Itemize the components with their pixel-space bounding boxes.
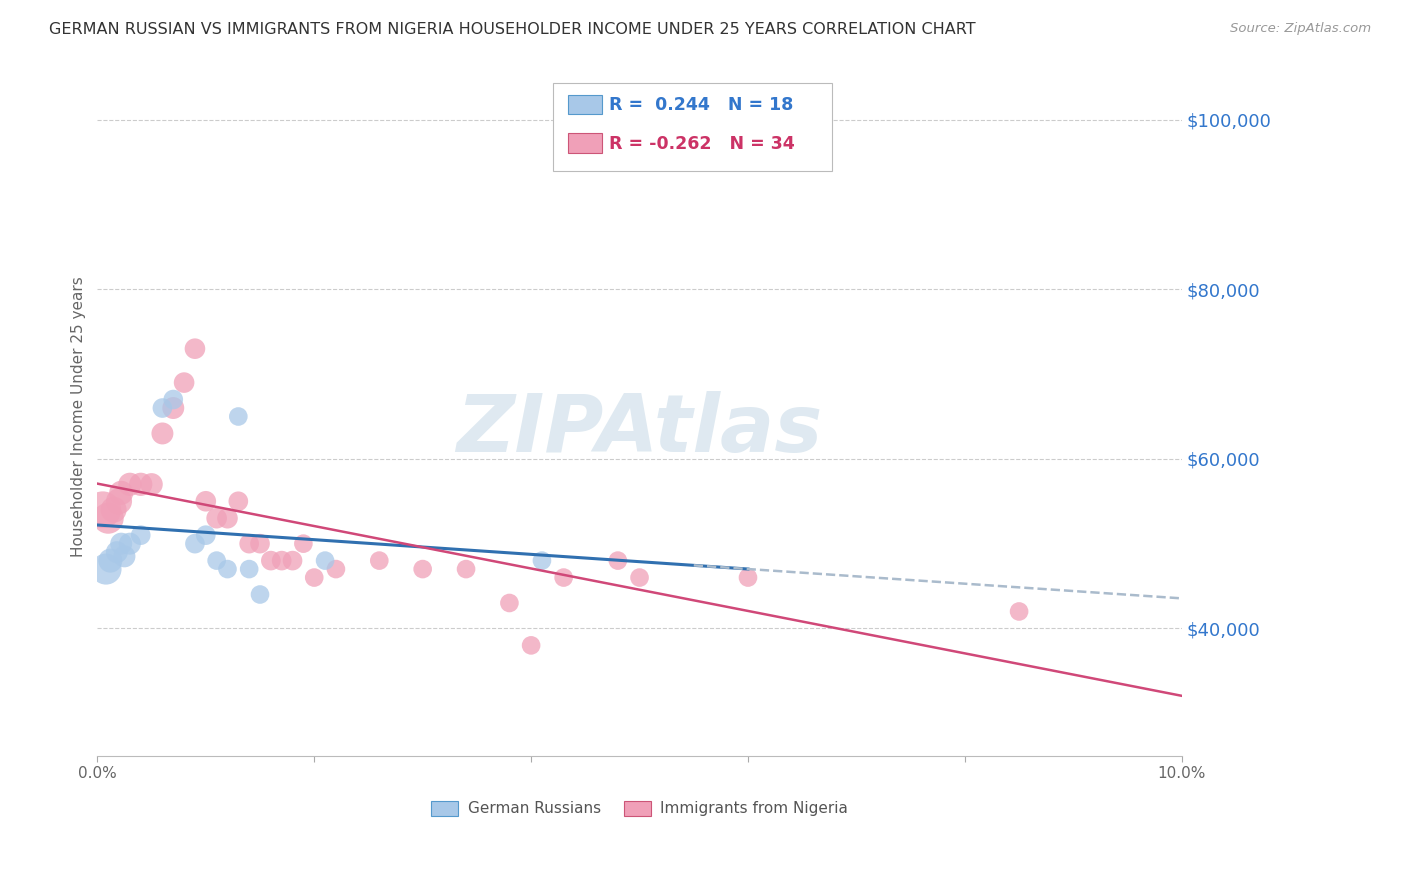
Point [606, 553, 628, 567]
Point [292, 536, 315, 550]
Point [238, 562, 260, 576]
Legend: German Russians, Immigrants from Nigeria: German Russians, Immigrants from Nigeria [425, 795, 855, 822]
Point [118, 477, 141, 491]
Point [103, 502, 125, 516]
Point [162, 401, 184, 415]
Point [498, 596, 520, 610]
Point [553, 570, 575, 584]
Point [302, 570, 325, 584]
Text: GERMAN RUSSIAN VS IMMIGRANTS FROM NIGERIA HOUSEHOLDER INCOME UNDER 25 YEARS CORR: GERMAN RUSSIAN VS IMMIGRANTS FROM NIGERI… [49, 22, 976, 37]
Point [114, 549, 136, 564]
Point [162, 392, 184, 407]
Point [108, 494, 131, 508]
Point [129, 477, 152, 491]
Point [152, 401, 174, 415]
Point [260, 553, 283, 567]
Point [281, 553, 304, 567]
Point [184, 342, 207, 356]
Point [325, 562, 347, 576]
Text: Source: ZipAtlas.com: Source: ZipAtlas.com [1230, 22, 1371, 36]
Point [91, 502, 114, 516]
Point [110, 536, 132, 550]
Point [454, 562, 477, 576]
Point [105, 545, 128, 559]
Point [205, 553, 228, 567]
Point [628, 570, 651, 584]
Point [217, 511, 239, 525]
Text: R = -0.262   N = 34: R = -0.262 N = 34 [609, 135, 794, 153]
Point [194, 528, 217, 542]
Point [173, 376, 195, 390]
Point [530, 553, 553, 567]
Point [141, 477, 163, 491]
Point [110, 485, 132, 500]
Point [238, 536, 260, 550]
Point [1008, 604, 1031, 618]
Point [412, 562, 434, 576]
Point [194, 494, 217, 508]
Point [97, 511, 120, 525]
Point [152, 426, 174, 441]
Point [184, 536, 207, 550]
Point [98, 553, 121, 567]
Point [314, 553, 336, 567]
Point [520, 639, 543, 653]
Y-axis label: Householder Income Under 25 years: Householder Income Under 25 years [72, 277, 86, 557]
Point [118, 536, 141, 550]
Text: ZIPAtlas: ZIPAtlas [457, 391, 823, 469]
Point [228, 409, 250, 424]
Point [217, 562, 239, 576]
Point [249, 536, 271, 550]
Point [270, 553, 292, 567]
Text: R =  0.244   N = 18: R = 0.244 N = 18 [609, 96, 793, 114]
Point [94, 562, 117, 576]
Point [205, 511, 228, 525]
Point [249, 587, 271, 601]
Point [737, 570, 759, 584]
Point [129, 528, 152, 542]
Point [228, 494, 250, 508]
Point [368, 553, 391, 567]
